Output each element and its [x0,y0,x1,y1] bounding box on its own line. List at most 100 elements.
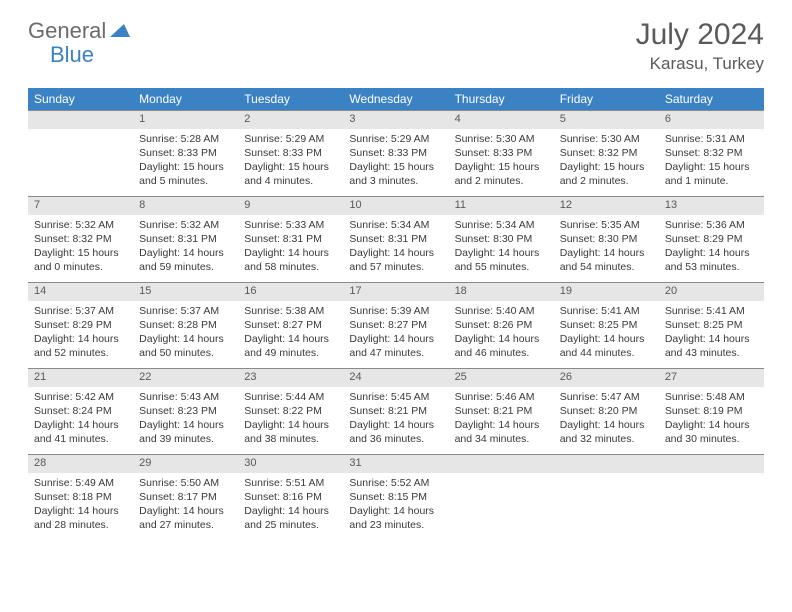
sunset: Sunset: 8:22 PM [244,404,337,418]
daylight-line2: and 34 minutes. [455,432,548,446]
sunrise: Sunrise: 5:28 AM [139,132,232,146]
sunset: Sunset: 8:27 PM [244,318,337,332]
sunset: Sunset: 8:21 PM [349,404,442,418]
sunrise: Sunrise: 5:48 AM [665,390,758,404]
logo-triangle-icon [110,21,130,42]
sunset: Sunset: 8:25 PM [665,318,758,332]
sunset: Sunset: 8:32 PM [665,146,758,160]
daylight-line2: and 41 minutes. [34,432,127,446]
daylight-line1: Daylight: 14 hours [244,418,337,432]
day-cell: Sunrise: 5:37 AMSunset: 8:29 PMDaylight:… [28,301,133,369]
day-number: 11 [449,197,554,215]
day-cell: Sunrise: 5:51 AMSunset: 8:16 PMDaylight:… [238,473,343,541]
sunrise: Sunrise: 5:52 AM [349,476,442,490]
weekday-header: Friday [554,88,659,111]
detail-row: Sunrise: 5:42 AMSunset: 8:24 PMDaylight:… [28,387,764,455]
sunset: Sunset: 8:20 PM [560,404,653,418]
day-cell [659,473,764,541]
day-number: 28 [28,455,133,473]
day-cell: Sunrise: 5:36 AMSunset: 8:29 PMDaylight:… [659,215,764,283]
daylight-line1: Daylight: 14 hours [665,332,758,346]
daylight-line1: Daylight: 14 hours [139,246,232,260]
sunset: Sunset: 8:15 PM [349,490,442,504]
day-number: 9 [238,197,343,215]
daylight-line2: and 49 minutes. [244,346,337,360]
sunrise: Sunrise: 5:37 AM [139,304,232,318]
daylight-line1: Daylight: 15 hours [34,246,127,260]
weekday-header: Thursday [449,88,554,111]
sunrise: Sunrise: 5:40 AM [455,304,548,318]
daylight-line1: Daylight: 15 hours [349,160,442,174]
daylight-line1: Daylight: 14 hours [455,418,548,432]
day-cell: Sunrise: 5:50 AMSunset: 8:17 PMDaylight:… [133,473,238,541]
day-cell: Sunrise: 5:49 AMSunset: 8:18 PMDaylight:… [28,473,133,541]
daylight-line1: Daylight: 14 hours [34,418,127,432]
day-number: 8 [133,197,238,215]
weekday-header: Sunday [28,88,133,111]
day-number: 5 [554,111,659,129]
sunset: Sunset: 8:23 PM [139,404,232,418]
day-cell: Sunrise: 5:29 AMSunset: 8:33 PMDaylight:… [238,129,343,197]
daylight-line2: and 59 minutes. [139,260,232,274]
daylight-line2: and 0 minutes. [34,260,127,274]
daylight-line1: Daylight: 14 hours [139,504,232,518]
calendar-table: Sunday Monday Tuesday Wednesday Thursday… [28,88,764,541]
daylight-line1: Daylight: 15 hours [455,160,548,174]
day-number: 17 [343,283,448,301]
sunrise: Sunrise: 5:50 AM [139,476,232,490]
day-cell: Sunrise: 5:30 AMSunset: 8:32 PMDaylight:… [554,129,659,197]
day-cell: Sunrise: 5:42 AMSunset: 8:24 PMDaylight:… [28,387,133,455]
daylight-line2: and 54 minutes. [560,260,653,274]
daylight-line2: and 58 minutes. [244,260,337,274]
sunset: Sunset: 8:26 PM [455,318,548,332]
sunset: Sunset: 8:32 PM [560,146,653,160]
sunset: Sunset: 8:29 PM [34,318,127,332]
daylight-line1: Daylight: 14 hours [349,504,442,518]
sunset: Sunset: 8:33 PM [244,146,337,160]
day-cell: Sunrise: 5:47 AMSunset: 8:20 PMDaylight:… [554,387,659,455]
day-number [449,455,554,473]
sunrise: Sunrise: 5:47 AM [560,390,653,404]
day-cell: Sunrise: 5:46 AMSunset: 8:21 PMDaylight:… [449,387,554,455]
day-number: 10 [343,197,448,215]
day-number: 27 [659,369,764,387]
header: General July 2024 Karasu, Turkey [28,18,764,74]
daylight-line1: Daylight: 14 hours [560,246,653,260]
logo-text-2: Blue [50,42,94,68]
daylight-line2: and 39 minutes. [139,432,232,446]
daynum-row: 14151617181920 [28,283,764,301]
day-number: 19 [554,283,659,301]
day-cell: Sunrise: 5:38 AMSunset: 8:27 PMDaylight:… [238,301,343,369]
day-cell: Sunrise: 5:30 AMSunset: 8:33 PMDaylight:… [449,129,554,197]
day-number: 14 [28,283,133,301]
daylight-line1: Daylight: 14 hours [244,332,337,346]
sunset: Sunset: 8:19 PM [665,404,758,418]
day-cell: Sunrise: 5:33 AMSunset: 8:31 PMDaylight:… [238,215,343,283]
daylight-line2: and 46 minutes. [455,346,548,360]
day-number: 13 [659,197,764,215]
daylight-line2: and 2 minutes. [560,174,653,188]
sunset: Sunset: 8:30 PM [455,232,548,246]
day-number: 16 [238,283,343,301]
day-number: 12 [554,197,659,215]
logo-text-1: General [28,18,106,44]
day-number [554,455,659,473]
day-number: 25 [449,369,554,387]
day-cell: Sunrise: 5:40 AMSunset: 8:26 PMDaylight:… [449,301,554,369]
sunset: Sunset: 8:25 PM [560,318,653,332]
daynum-row: 21222324252627 [28,369,764,387]
daylight-line1: Daylight: 15 hours [560,160,653,174]
detail-row: Sunrise: 5:49 AMSunset: 8:18 PMDaylight:… [28,473,764,541]
day-number: 22 [133,369,238,387]
sunrise: Sunrise: 5:29 AM [349,132,442,146]
daylight-line2: and 28 minutes. [34,518,127,532]
day-cell: Sunrise: 5:43 AMSunset: 8:23 PMDaylight:… [133,387,238,455]
daylight-line2: and 4 minutes. [244,174,337,188]
weekday-header: Wednesday [343,88,448,111]
day-cell: Sunrise: 5:48 AMSunset: 8:19 PMDaylight:… [659,387,764,455]
day-number: 4 [449,111,554,129]
day-number [28,111,133,129]
day-cell [554,473,659,541]
daylight-line1: Daylight: 14 hours [139,332,232,346]
day-cell: Sunrise: 5:29 AMSunset: 8:33 PMDaylight:… [343,129,448,197]
